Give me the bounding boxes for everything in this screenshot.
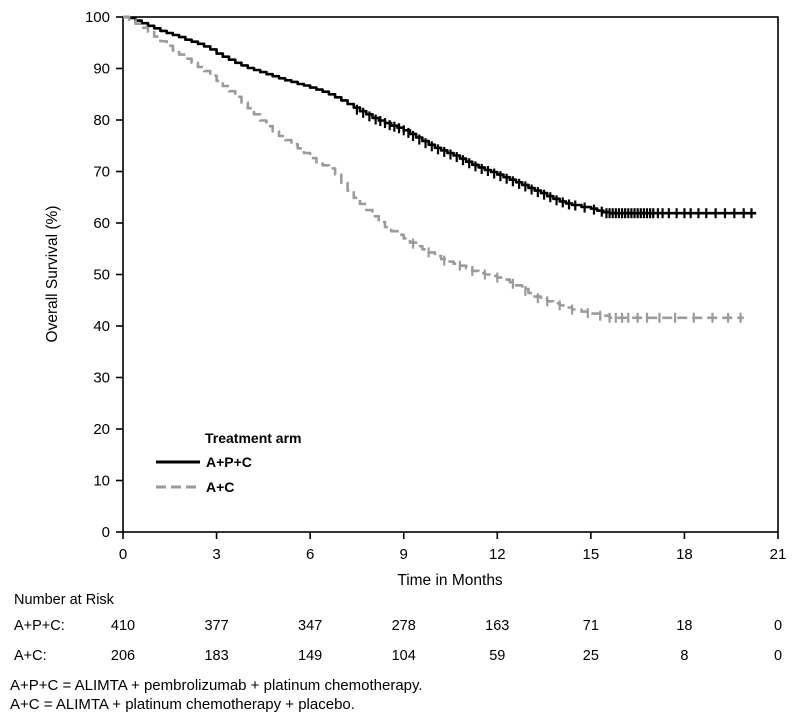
y-tick-label: 80 (93, 112, 110, 129)
x-axis-title: Time in Months (397, 572, 503, 589)
number-at-risk-table: Number at Risk A+P+C: 410 377 347 278 163 71 18… (0, 592, 800, 676)
risk-row-label: A+P+C: (14, 618, 65, 634)
risk-table-title: Number at Risk (14, 592, 114, 608)
risk-row-label: A+C: (14, 648, 47, 664)
risk-count: 183 (204, 648, 229, 664)
risk-row: A+C: 206 183 149 104 59 25 8 0 (0, 648, 800, 668)
footnote-ac-definition: A+C = ALIMTA + platinum chemotherapy + p… (10, 696, 355, 713)
legend-label-ac: A+C (206, 479, 234, 495)
survival-plot: 0 3 6 9 12 15 18 21 0 10 20 30 40 50 60 70 80 90 100 Treatm… (44, 9, 786, 589)
footnote-apc-definition: A+P+C = ALIMTA + pembrolizumab + platinu… (10, 677, 423, 694)
risk-count: 278 (391, 618, 416, 634)
y-tick-label: 50 (93, 267, 110, 284)
risk-count: 25 (582, 648, 599, 664)
x-tick-label: 15 (583, 546, 600, 563)
risk-row: A+P+C: 410 377 347 278 163 71 18 0 (0, 618, 800, 638)
x-tick-label: 3 (212, 546, 220, 563)
risk-count: 149 (298, 648, 323, 664)
risk-count: 8 (680, 648, 689, 664)
x-tick-label: 18 (676, 546, 693, 563)
x-tick-label: 0 (119, 546, 127, 563)
risk-count: 0 (773, 618, 783, 634)
risk-count: 206 (110, 648, 136, 664)
risk-count: 71 (582, 618, 599, 634)
plot-render-layer: 0 3 6 9 12 15 18 21 0 10 20 30 40 50 60 70 80 90 100 Treatm… (85, 9, 786, 563)
risk-count: 410 (110, 618, 136, 634)
y-tick-label: 90 (93, 61, 110, 78)
risk-count: 104 (391, 648, 416, 664)
risk-count: 163 (485, 618, 510, 634)
x-tick-label: 21 (770, 546, 787, 563)
risk-count: 377 (204, 618, 229, 634)
legend-title: Treatment arm (205, 430, 301, 446)
y-tick-label: 60 (93, 215, 110, 232)
risk-count: 347 (298, 618, 323, 634)
y-axis-title: Overall Survival (%) (44, 206, 61, 343)
y-tick-label: 10 (93, 473, 110, 490)
survival-curve-apc (123, 15, 757, 215)
y-tick-label: 30 (93, 370, 110, 387)
x-tick-label: 12 (489, 546, 506, 563)
x-tick-label: 6 (306, 546, 314, 563)
y-tick-label: 40 (93, 318, 110, 335)
x-tick-label: 9 (400, 546, 408, 563)
footnotes: A+P+C = ALIMTA + pembrolizumab + platinu… (10, 676, 423, 714)
y-tick-label: 70 (93, 164, 110, 181)
survival-curve-ac (123, 15, 744, 320)
y-tick-label: 20 (93, 421, 110, 438)
risk-count: 0 (773, 648, 783, 664)
risk-count: 18 (676, 618, 693, 634)
risk-count: 59 (489, 648, 506, 664)
y-tick-label: 100 (85, 9, 110, 26)
y-tick-label: 0 (102, 524, 110, 541)
legend-label-apc: A+P+C (206, 454, 252, 470)
